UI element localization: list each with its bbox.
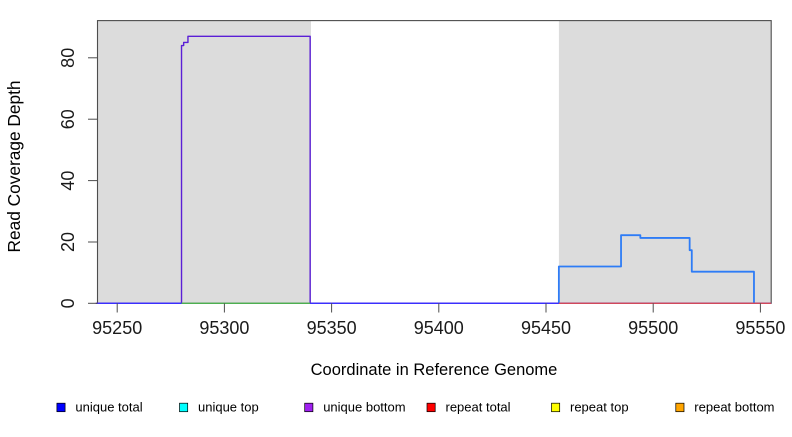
svg-text:0: 0 — [58, 298, 78, 308]
svg-text:95450: 95450 — [521, 318, 571, 338]
svg-text:repeat total: repeat total — [446, 399, 511, 414]
svg-text:60: 60 — [58, 109, 78, 129]
svg-text:40: 40 — [58, 171, 78, 191]
svg-text:repeat top: repeat top — [570, 399, 629, 414]
svg-text:95250: 95250 — [92, 318, 142, 338]
svg-text:80: 80 — [58, 48, 78, 68]
svg-text:Coordinate in Reference Genome: Coordinate in Reference Genome — [311, 361, 558, 379]
svg-text:95400: 95400 — [414, 318, 464, 338]
svg-text:Read Coverage Depth: Read Coverage Depth — [4, 81, 24, 253]
svg-text:95300: 95300 — [199, 318, 249, 338]
svg-text:20: 20 — [58, 232, 78, 252]
svg-text:unique top: unique top — [198, 399, 259, 414]
svg-text:unique bottom: unique bottom — [323, 399, 405, 414]
svg-text:95500: 95500 — [628, 318, 678, 338]
svg-text:unique total: unique total — [75, 399, 142, 414]
svg-text:95350: 95350 — [307, 318, 357, 338]
svg-text:repeat bottom: repeat bottom — [694, 399, 774, 414]
svg-text:95550: 95550 — [735, 318, 785, 338]
